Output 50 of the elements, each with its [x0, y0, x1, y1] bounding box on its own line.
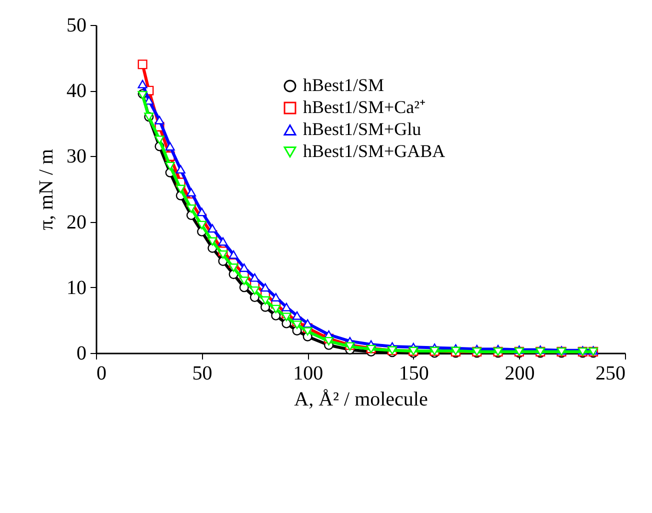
point [165, 142, 175, 151]
x-tick-label: 200 [504, 362, 535, 384]
point [218, 237, 228, 246]
point [176, 165, 186, 174]
point [208, 237, 218, 246]
point [208, 224, 218, 233]
point [154, 136, 164, 144]
y-tick-label: 40 [66, 80, 86, 102]
point [186, 204, 196, 213]
point [228, 250, 238, 259]
point [165, 162, 175, 170]
y-tick-label: 20 [66, 211, 86, 234]
point [271, 304, 281, 314]
x-axis-title: A, Å² / molecule [294, 388, 428, 410]
x-tick-label: 100 [293, 362, 324, 384]
point [271, 293, 281, 302]
point [302, 327, 312, 336]
y-tick-label: 50 [66, 14, 86, 36]
legend-label: hBest1/SM+Ca²⁺ [303, 97, 426, 117]
point [260, 296, 270, 305]
point [138, 60, 148, 70]
point [197, 220, 207, 230]
point [239, 263, 249, 272]
legend-label: hBest1/SM+Glu [303, 119, 422, 139]
point [250, 273, 260, 282]
legend-label: hBest1/SM+GABA [303, 141, 446, 161]
x-tick-label: 250 [596, 362, 626, 384]
point [324, 336, 334, 346]
y-tick-label: 0 [76, 342, 86, 364]
point [239, 276, 249, 286]
point [138, 80, 148, 88]
legend-label: hBest1/SM [303, 75, 384, 95]
point [186, 188, 196, 197]
point [292, 320, 302, 330]
point [154, 116, 164, 124]
point [218, 250, 228, 259]
point [260, 283, 270, 292]
point [292, 311, 302, 320]
point [282, 312, 292, 322]
x-tick-label: 150 [398, 362, 429, 384]
y-tick-label: 30 [66, 146, 86, 168]
point [197, 208, 207, 216]
point [282, 302, 292, 312]
point [176, 184, 186, 194]
y-tick-label: 10 [66, 276, 86, 299]
point [228, 263, 238, 272]
point [250, 286, 260, 295]
x-tick-label: 50 [192, 362, 212, 384]
y-axis-title: π, mN / m [36, 148, 58, 230]
x-tick-label: 0 [96, 362, 106, 384]
